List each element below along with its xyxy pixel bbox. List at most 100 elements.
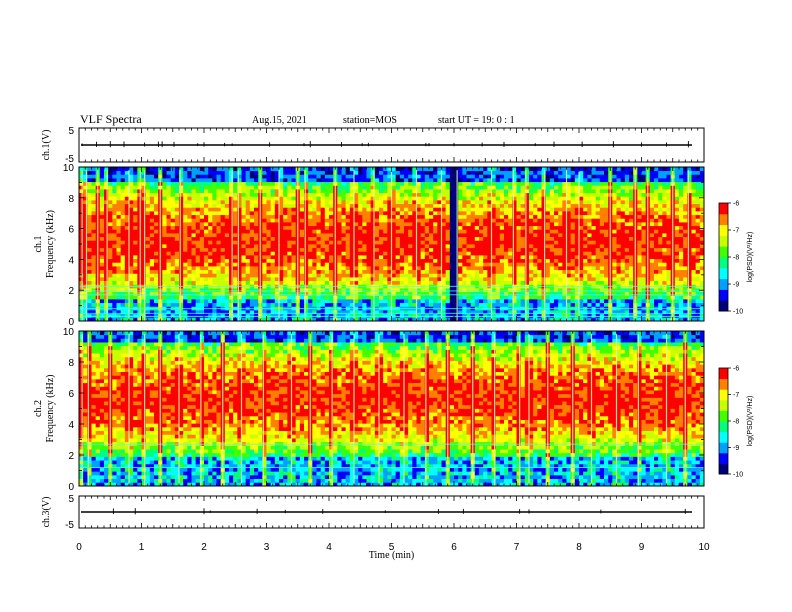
ch1-spec-cell bbox=[458, 207, 463, 212]
ch1-spec-cell bbox=[520, 310, 526, 315]
ch1-spec-cell bbox=[137, 269, 142, 274]
ch1-spec-cell bbox=[495, 200, 501, 205]
ch1-spec-cell bbox=[499, 181, 505, 186]
ch1-spec-cell bbox=[429, 225, 434, 230]
ch1-spec-cell bbox=[116, 185, 122, 190]
ch1-spec-cell bbox=[487, 302, 492, 307]
ch1-spec-cell bbox=[324, 189, 330, 194]
ch1-spec-cell bbox=[87, 167, 92, 172]
ch1-spec-cell bbox=[129, 211, 134, 216]
ch1-spec-cell bbox=[145, 218, 151, 223]
ch1-spec-cell bbox=[270, 291, 276, 296]
ch1-spec-cell bbox=[187, 288, 192, 293]
ch1-spec-cell bbox=[133, 244, 138, 249]
ch1-spec-cell bbox=[374, 244, 380, 249]
ch1-spec-cell bbox=[391, 170, 397, 175]
ch1-spec-cell bbox=[79, 244, 84, 249]
ch1-spec-cell bbox=[308, 222, 313, 227]
ch1-spec-cell bbox=[420, 229, 426, 234]
ch1-spec-cell bbox=[141, 262, 147, 267]
ch1-spec-cell bbox=[374, 240, 380, 245]
ch1-spec-cell bbox=[370, 233, 376, 238]
ch1-spec-cell bbox=[404, 280, 409, 285]
ch1-spec-cell bbox=[312, 211, 317, 216]
ch1-spec-cell bbox=[454, 273, 459, 278]
ch1-spec-cell bbox=[449, 299, 455, 304]
ch1-spec-cell bbox=[283, 178, 288, 183]
ch1-spec-cell bbox=[429, 273, 434, 278]
ch1-spec-cell bbox=[541, 262, 547, 267]
ch1-spec-cell bbox=[274, 214, 280, 219]
ch1-spec-cell bbox=[479, 255, 484, 260]
ch1-spec-cell bbox=[83, 302, 88, 307]
ch1-spec-cell bbox=[370, 258, 376, 263]
ch1-spec-cell bbox=[424, 269, 430, 274]
ch1-spec-cell bbox=[349, 310, 355, 315]
ch1-spec-cell bbox=[454, 203, 459, 208]
ch1-spec-cell bbox=[516, 240, 522, 245]
ch1-spec-cell bbox=[91, 273, 97, 278]
ch1-spec-cell bbox=[154, 214, 159, 219]
ch1-spec-cell bbox=[312, 170, 317, 175]
ch1-spec-cell bbox=[133, 229, 138, 234]
ch1-spec-cell bbox=[299, 288, 305, 293]
ch1-spec-cell bbox=[341, 251, 347, 256]
ch1-spec-cell bbox=[133, 313, 138, 318]
ch1-spec-cell bbox=[545, 251, 551, 256]
ch1-spec-cell bbox=[479, 225, 484, 230]
ch1-spec-cell bbox=[491, 167, 497, 172]
ch1-spec-cell bbox=[254, 196, 259, 201]
ch1-spec-cell bbox=[266, 192, 272, 197]
ch1-spec-cell bbox=[316, 313, 322, 318]
ch1-spec-cell bbox=[433, 222, 438, 227]
ch1-spec-cell bbox=[312, 244, 317, 249]
ch1-spec-cell bbox=[283, 310, 288, 315]
ch1-spec-cell bbox=[262, 203, 267, 208]
ch1-spec-cell bbox=[445, 299, 451, 304]
ch1-spec-cell bbox=[204, 251, 209, 256]
ch1-spec-cell bbox=[229, 244, 234, 249]
ch1-spec-cell bbox=[83, 240, 88, 245]
ch1-spec-cell bbox=[470, 229, 476, 234]
ch1-spec-cell bbox=[254, 317, 259, 322]
ch1-spec-cell bbox=[187, 207, 192, 212]
ch1-spec-cell bbox=[487, 203, 492, 208]
ch1-spec-cell bbox=[195, 192, 201, 197]
ch1-spec-cell bbox=[512, 310, 517, 315]
ch1-spec-cell bbox=[79, 247, 84, 252]
ch1-spec-cell bbox=[487, 291, 492, 296]
ch1-spec-cell bbox=[387, 310, 392, 315]
ch1-spec-cell bbox=[466, 211, 472, 216]
ch1-spec-cell bbox=[279, 214, 284, 219]
ch1-spec-cell bbox=[337, 310, 342, 315]
ch1-spec-cell bbox=[199, 214, 205, 219]
ch1-spec-cell bbox=[345, 170, 351, 175]
ch1-spec-cell bbox=[445, 313, 451, 318]
ch1-spec-cell bbox=[524, 302, 530, 307]
ch1-spec-cell bbox=[358, 313, 363, 318]
ch1-spec-cell bbox=[466, 313, 472, 318]
ch1-spec-cell bbox=[479, 317, 484, 322]
ch1-spec-cell bbox=[133, 178, 138, 183]
ch1-spec-cell bbox=[379, 277, 384, 282]
ch1-spec-cell bbox=[191, 295, 197, 300]
ch1-spec-cell bbox=[216, 225, 222, 230]
ch1-spec-cell bbox=[124, 189, 130, 194]
ch1-spec-cell bbox=[166, 200, 172, 205]
ch1-spec-cell bbox=[529, 196, 534, 201]
ch1-spec-cell bbox=[349, 203, 355, 208]
ch1-spec-cell bbox=[104, 310, 109, 315]
ch1-spec-cell bbox=[454, 200, 459, 205]
ch1-spec-cell bbox=[187, 189, 192, 194]
ch1-spec-cell bbox=[349, 196, 355, 201]
ch1-spec-cell bbox=[120, 291, 126, 296]
ch1-spec-cell bbox=[112, 313, 117, 318]
ch1-spec-cell bbox=[395, 170, 401, 175]
ch1-spec-cell bbox=[170, 236, 176, 241]
ch1-spec-cell bbox=[199, 181, 205, 186]
ch1-spec-cell bbox=[87, 313, 92, 318]
ch1-spec-cell bbox=[149, 225, 155, 230]
ch1-spec-cell bbox=[358, 211, 363, 216]
ch1-spec-cell bbox=[166, 291, 172, 296]
ch1-spec-cell bbox=[416, 269, 422, 274]
